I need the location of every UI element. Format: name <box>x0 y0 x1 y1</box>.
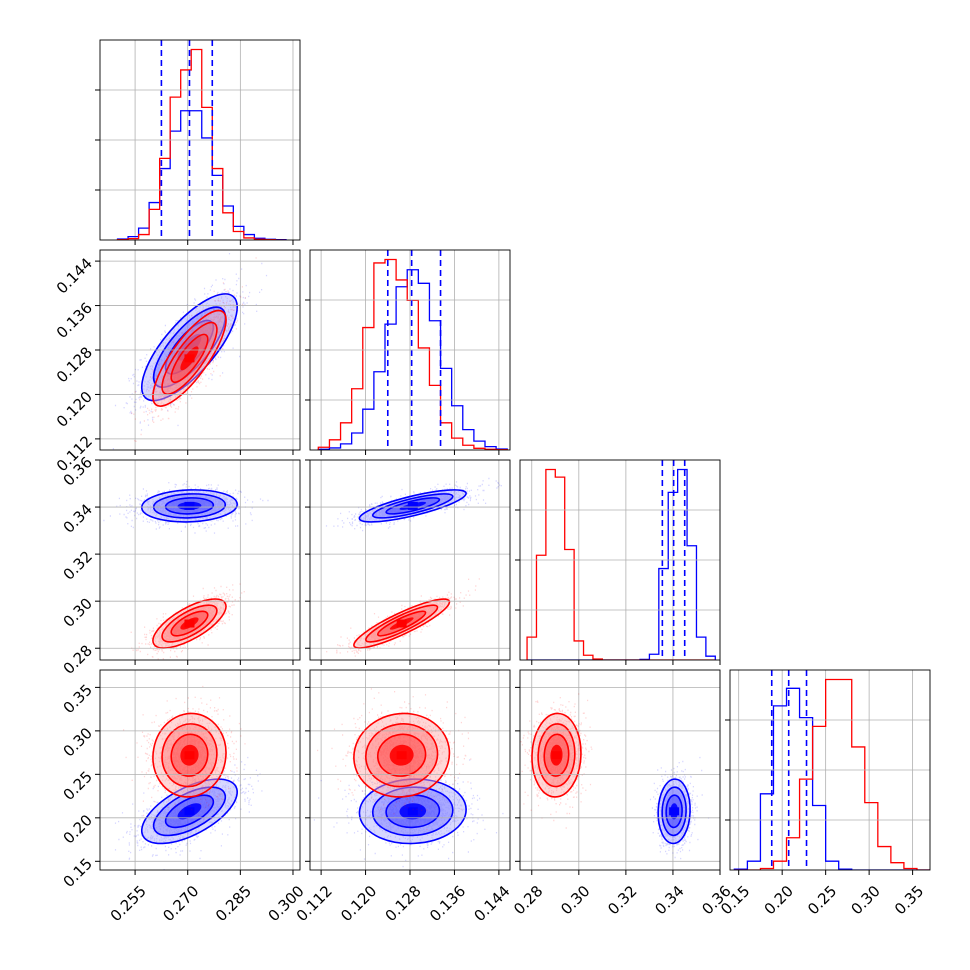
panel-2-1 <box>305 459 511 665</box>
panel-1-1 <box>305 249 511 455</box>
y-tick-label: 0.30 <box>60 724 96 760</box>
y-tick-label: 0.128 <box>53 343 96 386</box>
density-peak <box>396 751 407 760</box>
x-tick-label: 0.128 <box>382 882 425 925</box>
panel-frame <box>519 669 721 871</box>
histogram-blue <box>317 269 508 450</box>
histogram-red <box>317 258 508 450</box>
histogram-red <box>526 468 716 660</box>
x-tick-label: 0.144 <box>471 882 514 925</box>
panel-content <box>520 693 710 860</box>
histogram-blue <box>733 687 930 870</box>
histogram-blue <box>527 468 716 660</box>
y-tick-label: 0.30 <box>60 594 96 630</box>
panel-content <box>313 688 504 868</box>
x-tick-label: 0.285 <box>212 882 255 925</box>
x-tick-label: 0.136 <box>426 882 469 925</box>
panel-frame <box>309 669 511 871</box>
density-peak <box>407 501 418 510</box>
density-peak <box>184 354 195 363</box>
panel-frame <box>99 249 301 451</box>
panel-3-3: 0.15 0.20 0.25 0.30 0.35 <box>717 669 931 918</box>
panel-2-0: 0.280.300.320.340.36 <box>60 453 301 678</box>
x-tick-label: 0.270 <box>159 882 202 925</box>
y-tick-label: 0.32 <box>60 547 96 583</box>
density-peak <box>551 751 562 760</box>
x-tick-label: 0.120 <box>337 882 380 925</box>
x-tick-label: 0.255 <box>107 882 150 925</box>
histogram-red <box>116 48 286 240</box>
panel-frame <box>729 669 931 871</box>
density-peak <box>184 807 195 816</box>
density-peak <box>669 807 680 816</box>
x-tick-label: 0.30 <box>557 882 593 918</box>
x-tick-label: 0.28 <box>510 882 546 918</box>
panel-frame <box>309 459 511 661</box>
panel-content <box>325 477 502 657</box>
panel-content <box>114 685 263 870</box>
y-tick-label: 0.34 <box>60 500 96 536</box>
panel-frame <box>99 39 301 241</box>
density-peak <box>184 751 195 760</box>
panel-frame <box>99 669 301 871</box>
x-tick-label: 0.30 <box>848 882 884 918</box>
panel-3-0: 0.150.200.250.300.350.255 0.270 0.285 0.300 <box>60 669 308 925</box>
y-tick-label: 0.144 <box>53 254 96 297</box>
panel-3-2: 0.28 0.30 0.32 0.34 0.36 <box>510 669 735 918</box>
panel-frame <box>309 249 511 451</box>
density-peak <box>396 619 407 628</box>
density-peak <box>184 619 195 628</box>
x-tick-label: 0.34 <box>651 882 687 918</box>
panel-2-2 <box>515 459 721 665</box>
scatter-points-blue <box>313 756 504 868</box>
panel-0-0 <box>95 39 301 245</box>
panel-frame <box>99 459 301 661</box>
density-peak <box>184 343 195 352</box>
x-tick-label: 0.20 <box>761 882 797 918</box>
histogram-blue <box>116 110 287 240</box>
x-tick-label: 0.35 <box>891 882 927 918</box>
y-tick-label: 0.20 <box>60 811 96 847</box>
panel-frame <box>519 459 721 661</box>
panel-3-1: 0.112 0.120 0.128 0.136 0.144 <box>293 669 514 925</box>
density-peak <box>407 807 418 816</box>
y-tick-label: 0.136 <box>53 299 96 342</box>
y-tick-label: 0.25 <box>60 768 96 804</box>
density-peak <box>184 501 195 510</box>
histogram-red <box>734 678 930 870</box>
y-tick-label: 0.120 <box>53 388 96 431</box>
panel-content <box>103 480 269 660</box>
y-tick-label: 0.15 <box>60 855 96 891</box>
y-tick-label: 0.35 <box>60 681 96 717</box>
panel-content <box>112 253 268 450</box>
x-tick-label: 0.32 <box>604 882 640 918</box>
x-tick-label: 0.25 <box>804 882 840 918</box>
y-tick-label: 0.28 <box>60 642 96 678</box>
